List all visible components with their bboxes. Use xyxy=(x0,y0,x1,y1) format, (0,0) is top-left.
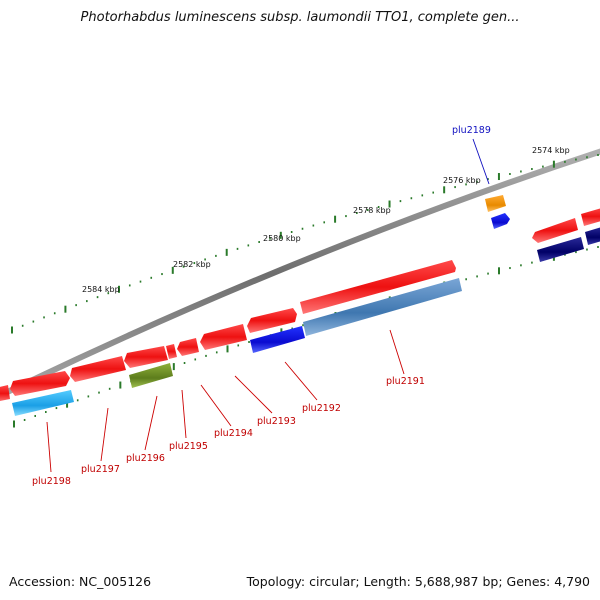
scale-label: 2580 kbp xyxy=(263,234,301,243)
scale-ticks-upper xyxy=(11,154,599,334)
gene-arrow-forward[interactable] xyxy=(124,346,168,368)
gene-label[interactable]: plu2194 xyxy=(214,428,253,439)
gene-arrow-reverse[interactable] xyxy=(491,213,510,229)
scale-label: 2574 kbp xyxy=(532,146,570,155)
gene-label[interactable]: plu2196 xyxy=(126,453,165,464)
gene-arrow-forward[interactable] xyxy=(166,344,177,359)
leader-line xyxy=(144,395,158,451)
scale-ticks-lower xyxy=(13,246,599,428)
scale-label: 2576 kbp xyxy=(443,176,481,185)
leader-line xyxy=(46,421,52,473)
gene-arrow-forward[interactable] xyxy=(300,260,456,314)
gene-arrow-forward[interactable] xyxy=(70,356,126,382)
gene-arrow-reverse[interactable] xyxy=(12,390,74,416)
map-title: Photorhabdus luminescens subsp. laumondi… xyxy=(80,10,520,25)
gene-rna[interactable] xyxy=(129,363,173,388)
leader-line xyxy=(389,329,405,375)
leader-line xyxy=(181,389,187,439)
gene-label[interactable]: plu2189 xyxy=(452,125,491,136)
gene-arrow-forward[interactable] xyxy=(177,338,199,356)
leader-line xyxy=(234,375,273,414)
gene-label[interactable]: plu2198 xyxy=(32,476,71,487)
gene-arrow-forward[interactable] xyxy=(532,218,578,243)
leader-line xyxy=(472,138,490,185)
forward-strand-genes xyxy=(0,207,600,402)
gene-label[interactable]: plu2193 xyxy=(257,416,296,427)
scale-label: 2584 kbp xyxy=(82,285,120,294)
gene-arrow-forward[interactable] xyxy=(0,385,10,402)
accession-text: Accession: NC_005126 xyxy=(9,574,152,589)
gene-label[interactable]: plu2192 xyxy=(302,403,341,414)
gene-orange[interactable] xyxy=(485,195,506,212)
gene-arrow-forward[interactable] xyxy=(10,371,70,396)
gene-labels: plu2189 plu2191 plu2192 plu2193 plu2194 … xyxy=(32,125,491,487)
gene-arrow-reverse[interactable] xyxy=(537,237,584,262)
scale-label: 2578 kbp xyxy=(353,206,391,215)
gene-label[interactable]: plu2191 xyxy=(386,376,425,387)
genome-backbone xyxy=(0,148,600,399)
gene-arrow-forward[interactable] xyxy=(581,207,600,226)
reverse-strand-genes xyxy=(12,226,600,416)
gene-arrow-reverse[interactable] xyxy=(585,226,600,245)
label-leader-lines xyxy=(46,138,490,473)
gene-arrow-forward[interactable] xyxy=(200,324,247,350)
scale-labels: 2574 kbp 2576 kbp 2578 kbp 2580 kbp 2582… xyxy=(82,146,570,294)
gene-arrow-forward[interactable] xyxy=(247,308,297,333)
gene-arrow-reverse[interactable] xyxy=(303,278,462,336)
leader-line xyxy=(100,407,109,462)
leader-line xyxy=(200,384,232,427)
scale-label: 2582 kbp xyxy=(173,260,211,269)
genome-stats-text: Topology: circular; Length: 5,688,987 bp… xyxy=(246,574,590,589)
gene-arrow-reverse[interactable] xyxy=(250,326,305,353)
leader-line xyxy=(284,361,318,401)
minor-genes xyxy=(485,195,510,229)
gene-label[interactable]: plu2197 xyxy=(81,464,120,475)
gene-label[interactable]: plu2195 xyxy=(169,441,208,452)
